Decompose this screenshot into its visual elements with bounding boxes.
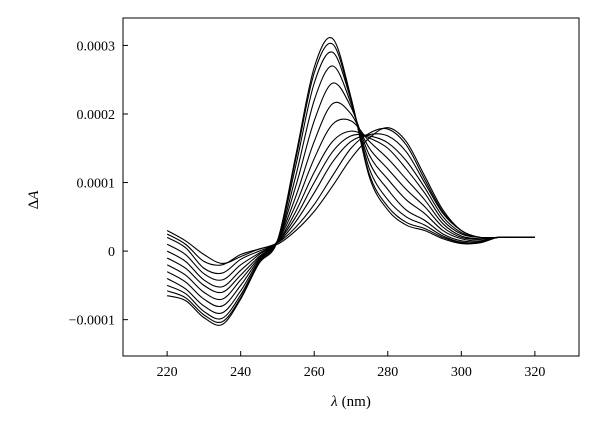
series-lines [166,37,535,326]
series-line-6 [166,118,535,294]
series-line-11 [166,42,535,323]
x-tick-label: 280 [377,365,398,380]
x-tick-label: 220 [157,365,178,380]
x-tick-label: 240 [230,365,251,380]
y-tick-label: 0.0003 [77,39,116,54]
x-axis-label-unit: (nm) [342,394,371,410]
series-line-4 [166,133,535,281]
series-line-8 [166,82,535,308]
x-tick-label: 320 [524,365,545,380]
series-line-2 [166,127,535,266]
plot-frame [122,17,580,357]
x-axis-label-var: λ [330,394,338,410]
y-axis-label: ΔA [26,190,42,210]
y-tick-label: 0.0001 [77,177,116,192]
series-line-9 [166,65,535,314]
x-tick-label: 300 [451,365,472,380]
series-line-12 [166,37,535,326]
y-tick-label: 0 [108,245,115,260]
y-axis-ticks: −0.0001 0 0.0001 0.0002 0.0003 [69,39,128,329]
x-tick-label: 260 [304,365,325,380]
series-line-5 [166,130,535,288]
y-axis-label-delta: Δ [26,199,42,209]
y-tick-label: −0.0001 [69,314,115,329]
y-tick-label: 0.0002 [77,108,116,123]
series-line-10 [166,51,535,320]
y-axis-label-var: A [26,190,42,201]
series-line-7 [166,101,535,301]
x-axis-ticks: 220 240 260 280 300 320 [157,351,545,380]
x-axis-label: λ (nm) [330,394,371,410]
series-line-3 [166,133,535,275]
